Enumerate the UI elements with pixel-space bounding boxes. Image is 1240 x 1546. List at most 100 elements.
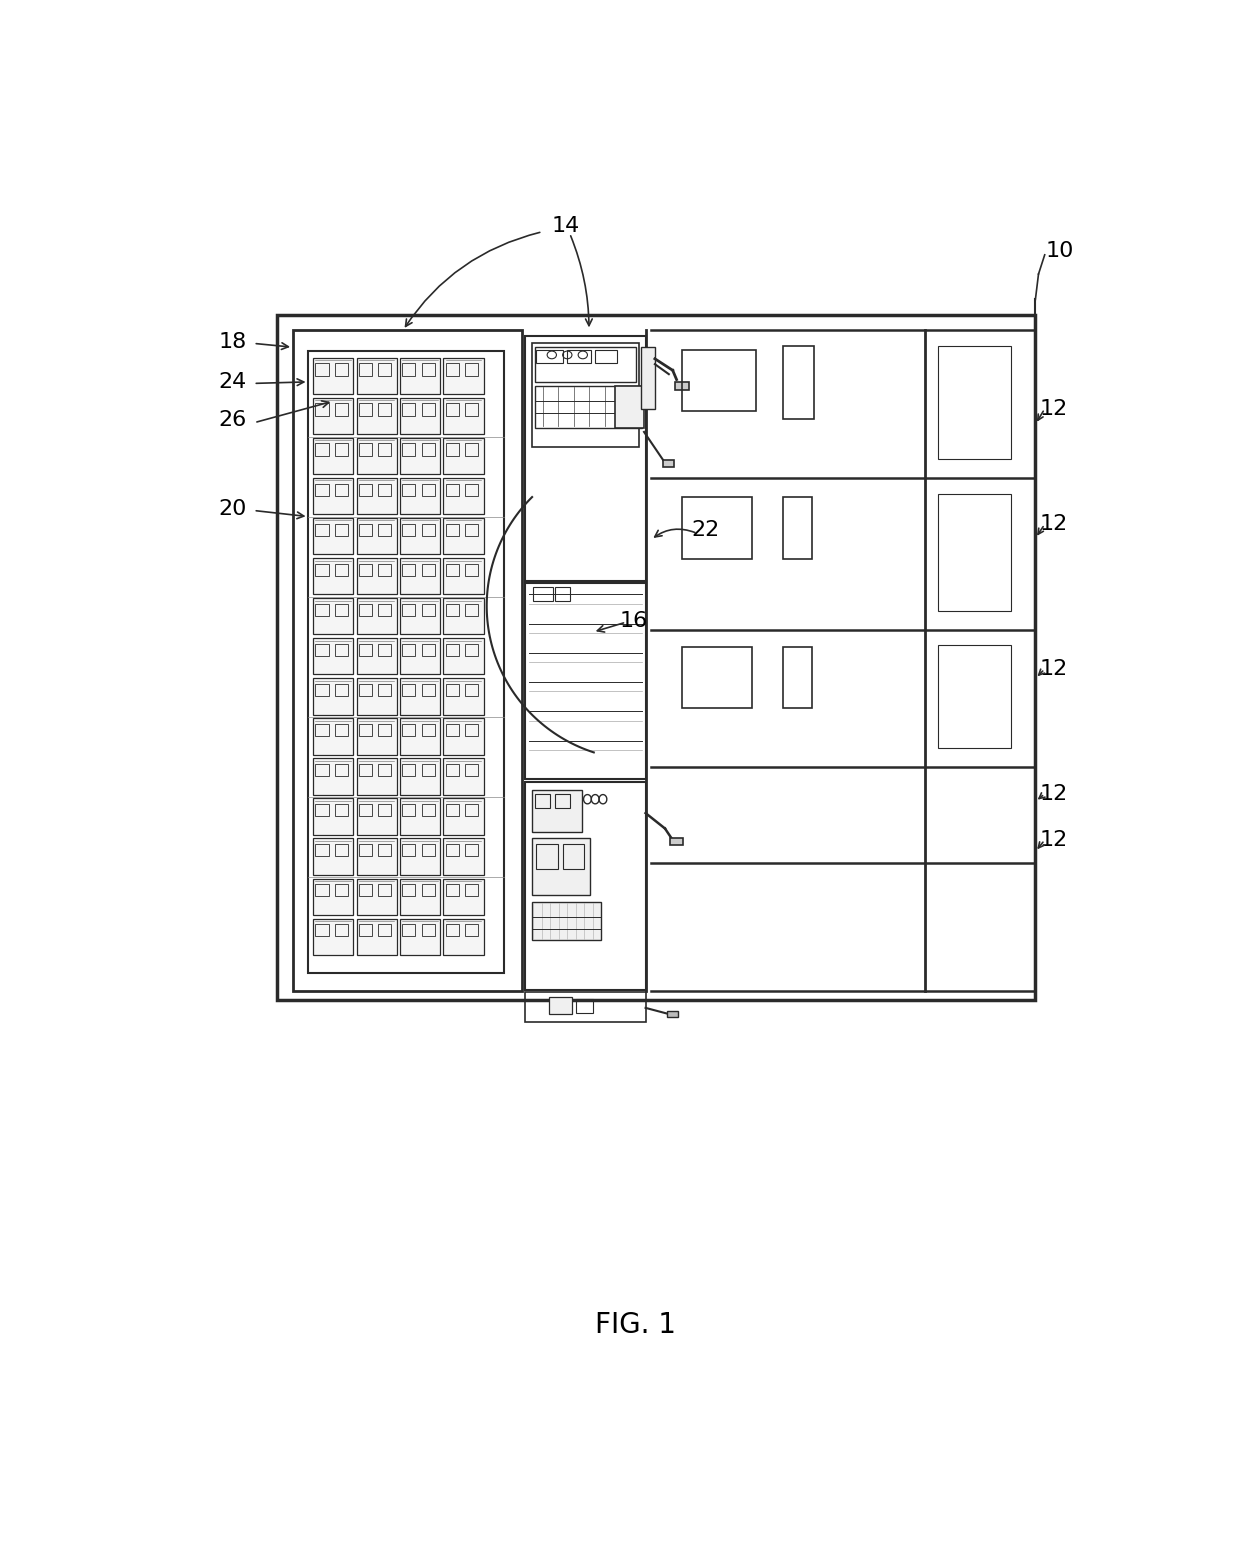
Bar [465, 804, 479, 816]
Bar [399, 918, 440, 955]
Bar [309, 351, 503, 974]
Bar [335, 804, 348, 816]
Bar [422, 444, 435, 456]
Bar [444, 518, 484, 555]
Bar [315, 603, 329, 615]
Text: 14: 14 [552, 215, 580, 235]
Bar [335, 363, 348, 376]
Bar [422, 484, 435, 496]
Bar [444, 598, 484, 634]
Bar [445, 804, 459, 816]
Bar [465, 363, 479, 376]
Bar [357, 638, 397, 674]
Bar [532, 343, 640, 447]
Bar [335, 683, 348, 696]
Text: 12: 12 [1040, 515, 1068, 535]
Bar [312, 759, 353, 795]
Bar [422, 804, 435, 816]
Bar [358, 925, 372, 937]
Bar [444, 798, 484, 835]
Bar [575, 999, 593, 1013]
Bar [422, 643, 435, 656]
Bar [534, 385, 642, 428]
Bar [402, 404, 415, 416]
Bar [312, 359, 353, 394]
Text: FIG. 1: FIG. 1 [595, 1311, 676, 1339]
Bar [402, 564, 415, 577]
Bar [556, 793, 570, 807]
Bar [445, 564, 459, 577]
Bar [312, 638, 353, 674]
Bar [534, 793, 551, 807]
Bar [315, 404, 329, 416]
Bar [399, 518, 440, 555]
Bar [399, 558, 440, 594]
Bar [378, 444, 392, 456]
Bar [278, 315, 1035, 1000]
Bar [682, 498, 751, 560]
Bar [312, 598, 353, 634]
Bar [358, 444, 372, 456]
Text: 12: 12 [1040, 399, 1068, 419]
Bar [465, 404, 479, 416]
Bar [526, 337, 646, 581]
Bar [667, 1011, 678, 1017]
Text: 12: 12 [1040, 830, 1068, 850]
Bar [402, 844, 415, 856]
Bar [312, 878, 353, 915]
Bar [357, 558, 397, 594]
Bar [782, 498, 812, 560]
Bar [782, 346, 813, 419]
Bar [358, 603, 372, 615]
Bar [312, 397, 353, 434]
Bar [378, 844, 392, 856]
Bar [445, 724, 459, 736]
Bar [444, 878, 484, 915]
Bar [358, 764, 372, 776]
Text: 16: 16 [620, 611, 649, 631]
Bar [422, 683, 435, 696]
Bar [378, 884, 392, 897]
Bar [399, 759, 440, 795]
Bar [358, 524, 372, 536]
Bar [567, 349, 590, 363]
Bar [378, 804, 392, 816]
Bar [422, 724, 435, 736]
Bar [536, 844, 558, 869]
Bar [399, 397, 440, 434]
Bar [444, 719, 484, 754]
Bar [445, 884, 459, 897]
Bar [444, 638, 484, 674]
Bar [358, 844, 372, 856]
Bar [378, 603, 392, 615]
Bar [937, 493, 1012, 611]
Bar [312, 719, 353, 754]
Bar [465, 764, 479, 776]
Bar [378, 643, 392, 656]
Bar [335, 724, 348, 736]
Bar [526, 583, 646, 779]
Bar [422, 925, 435, 937]
Text: 20: 20 [218, 499, 247, 519]
Bar [445, 484, 459, 496]
Bar [335, 524, 348, 536]
Bar [335, 844, 348, 856]
Bar [465, 724, 479, 736]
Bar [378, 363, 392, 376]
Bar [357, 719, 397, 754]
Bar [402, 444, 415, 456]
Bar [312, 558, 353, 594]
Bar [465, 925, 479, 937]
Bar [378, 683, 392, 696]
Bar [402, 724, 415, 736]
Bar [357, 359, 397, 394]
Bar [357, 679, 397, 714]
Bar [445, 643, 459, 656]
Bar [358, 404, 372, 416]
Bar [444, 679, 484, 714]
Bar [465, 884, 479, 897]
Bar [312, 438, 353, 475]
Bar [399, 878, 440, 915]
Bar [445, 844, 459, 856]
Bar [682, 646, 751, 708]
